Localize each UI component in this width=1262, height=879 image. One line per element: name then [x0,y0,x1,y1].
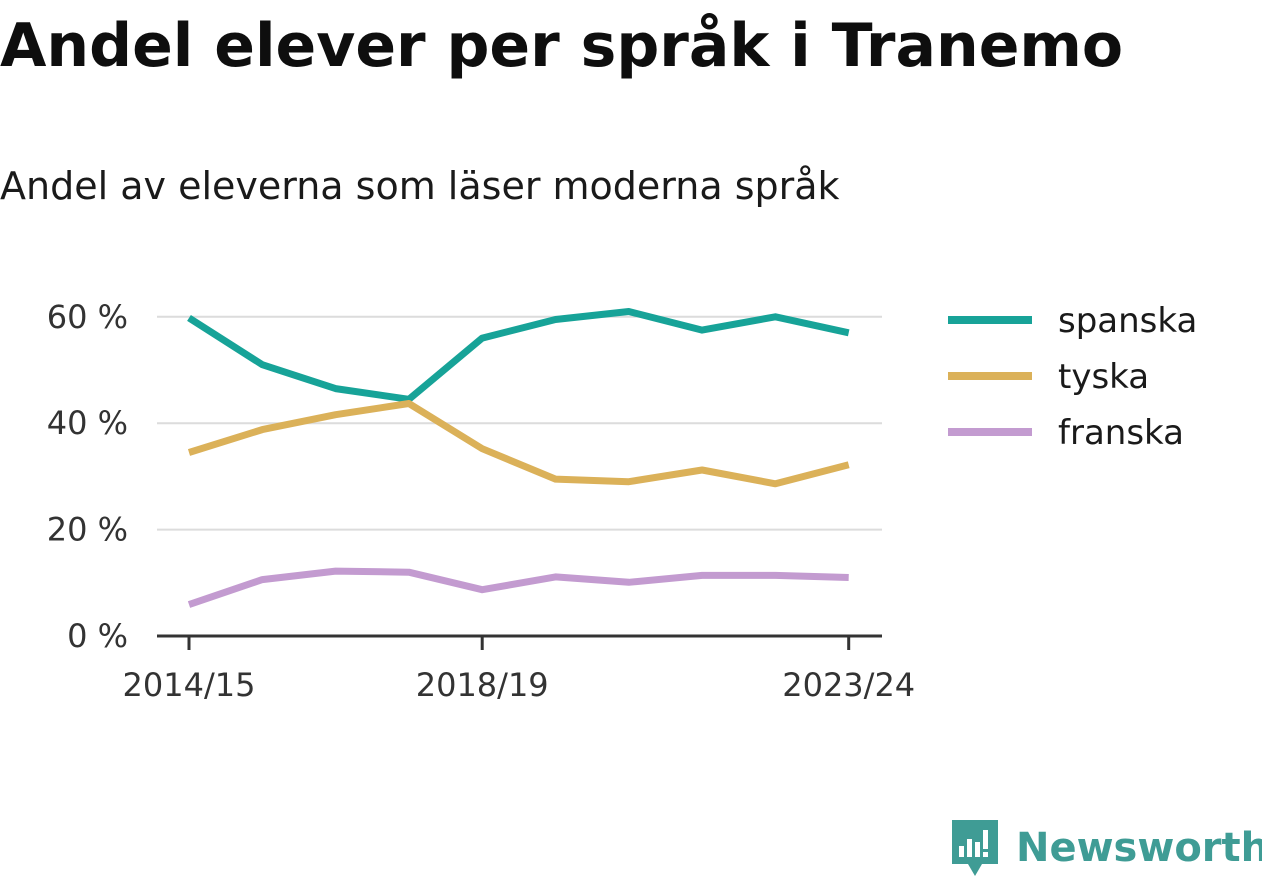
x-tick-label: 2014/15 [123,666,256,704]
series-lines [187,308,850,608]
y-tick-label: 40 % [47,404,128,442]
chart-subtitle: Andel av eleverna som läser moderna språ… [0,164,840,208]
y-tick-label: 20 % [47,511,128,549]
newsworthy-logo-icon [952,820,998,876]
legend-label-franska: franska [1058,413,1184,453]
x-tick-label: 2018/19 [416,666,549,704]
y-axis-tick-labels: 0 % 20 % 40 % 60 % [47,298,128,655]
x-axis [157,634,882,650]
chart-title: Andel elever per språk i Tranemo [0,11,1124,81]
grid-lines [157,315,882,531]
y-tick-label: 60 % [47,298,128,336]
legend-label-tyska: tyska [1058,357,1149,397]
y-tick-label: 0 % [67,617,128,655]
legend: spanska tyska franska [948,301,1197,453]
series-line-spanska [187,308,850,403]
series-line-tyska [187,400,850,488]
brand-name: Newsworthy [1016,825,1262,871]
brand-logo: Newsworthy [950,818,1262,878]
series-line-franska [187,567,849,608]
x-axis-tick-labels: 2014/15 2018/19 2023/24 [123,666,916,704]
x-tick-label: 2023/24 [782,666,915,704]
legend-label-spanska: spanska [1058,301,1197,341]
